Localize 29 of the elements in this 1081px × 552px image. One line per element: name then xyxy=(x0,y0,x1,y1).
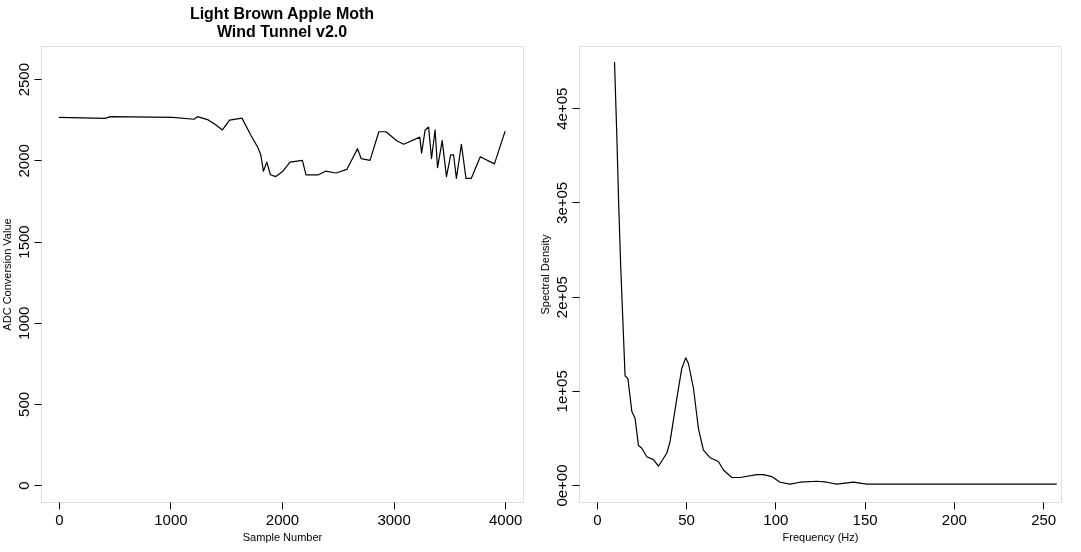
y-axis-title: Spectral Density xyxy=(538,233,551,315)
y-tick-label: 1000 xyxy=(14,306,32,340)
x-axis-title: Sample Number xyxy=(242,530,323,543)
x-tick-label: 0 xyxy=(593,510,602,528)
y-tick-label: 1500 xyxy=(14,225,32,259)
y-axis-title: ADC Conversion Value xyxy=(0,218,13,331)
y-tick-label: 2e+05 xyxy=(552,276,570,319)
x-axis-title: Frequency (Hz) xyxy=(782,530,859,543)
x-tick-label: 1000 xyxy=(154,510,188,528)
y-tick-label: 0 xyxy=(14,481,32,490)
chart-title: Light Brown Apple Moth Wind Tunnel v2.0 xyxy=(189,5,375,40)
y-tick-label: 500 xyxy=(14,391,32,417)
y-tick-label: 2000 xyxy=(14,144,32,178)
x-tick-label: 4000 xyxy=(488,510,523,528)
y-tick-label: 2500 xyxy=(14,62,32,97)
x-tick-label: 50 xyxy=(678,510,695,528)
y-tick-label: 3e+05 xyxy=(552,181,570,224)
y-tick-label: 1e+05 xyxy=(552,370,570,413)
x-tick-label: 150 xyxy=(852,510,878,528)
x-tick-label: 0 xyxy=(55,510,64,528)
line-series xyxy=(58,116,506,179)
x-tick-label: 100 xyxy=(763,510,789,528)
x-tick-label: 2000 xyxy=(265,510,300,528)
line-series xyxy=(613,61,1058,485)
y-tick-label: 0e+00 xyxy=(552,464,570,507)
x-tick-label: 3000 xyxy=(377,510,411,528)
x-tick-label: 250 xyxy=(1031,510,1057,528)
x-tick-label: 200 xyxy=(941,510,967,528)
y-tick-label: 4e+05 xyxy=(552,87,570,130)
